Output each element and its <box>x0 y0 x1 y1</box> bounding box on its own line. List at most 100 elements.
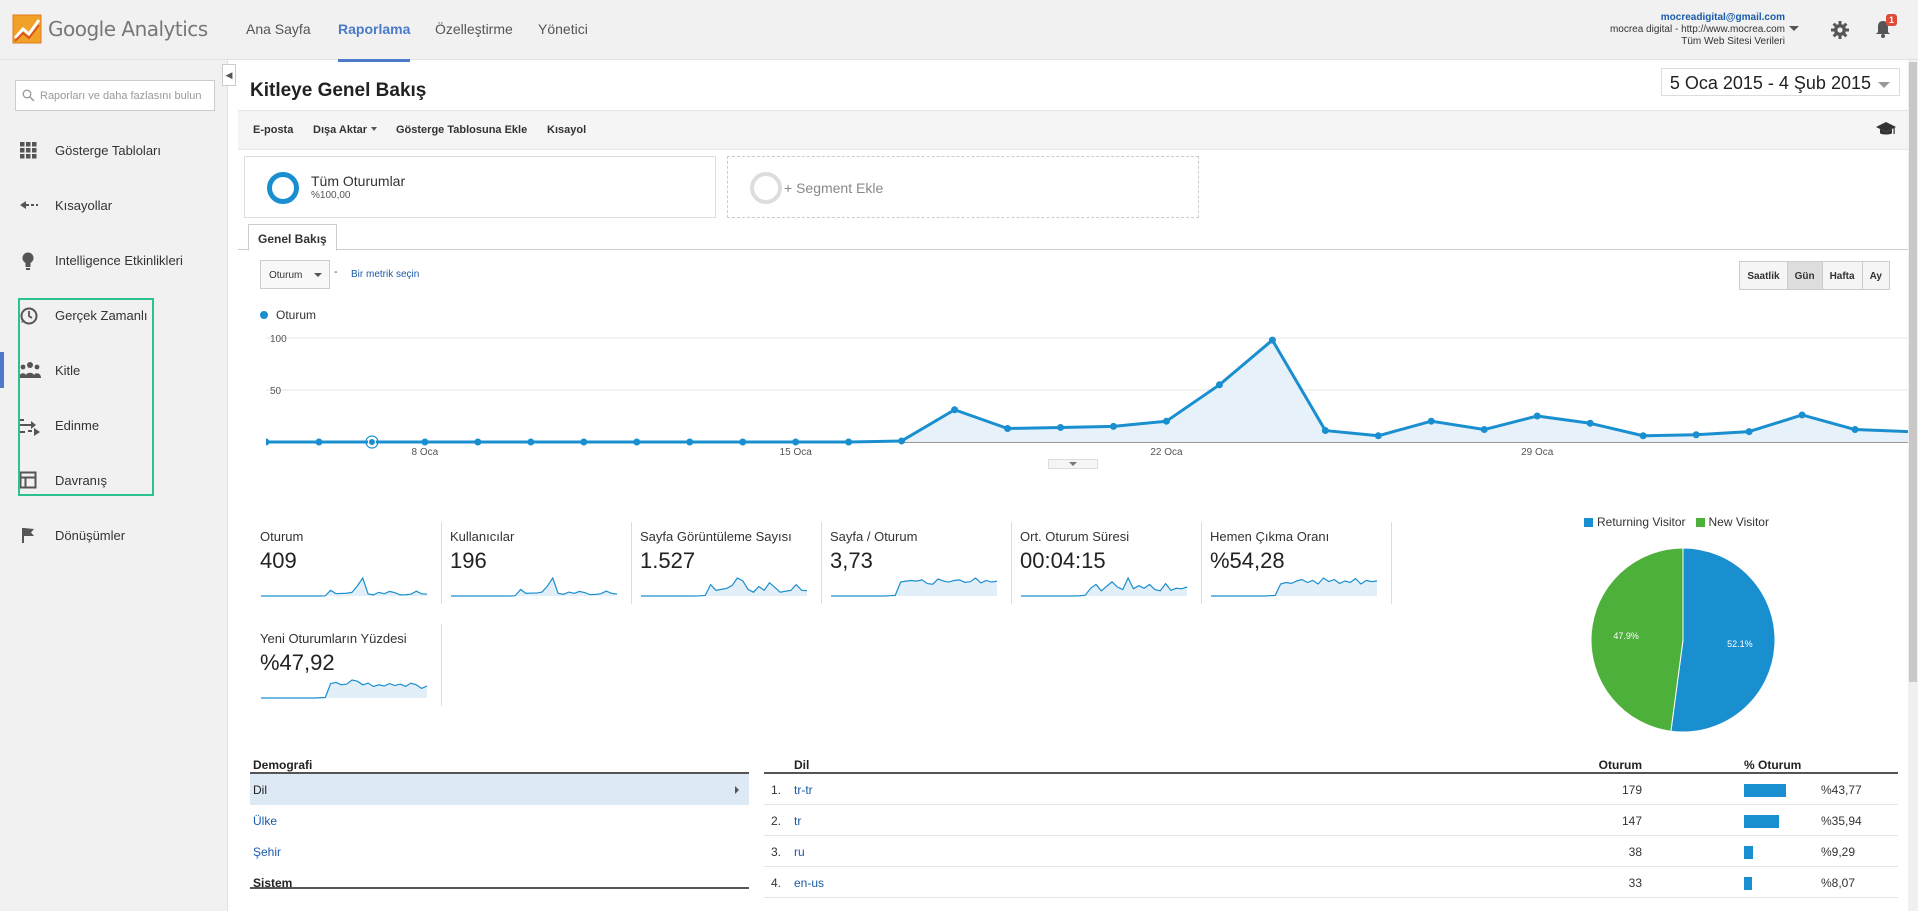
expand-chart-chevron-button[interactable] <box>1048 459 1098 469</box>
x-tick-label: 8 Oca <box>412 447 439 458</box>
pct-bar <box>1744 877 1752 890</box>
shortcut-button[interactable]: Kısayol <box>547 124 587 136</box>
graduation-cap-icon[interactable] <box>1876 121 1896 137</box>
data-point <box>1480 426 1488 434</box>
sparkline-line <box>261 679 428 699</box>
logo-text: Google Analytics <box>48 17 208 41</box>
kpi-5[interactable]: Hemen Çıkma Oranı %54,28 <box>1210 522 1392 604</box>
y-tick-label: 100 <box>270 334 287 345</box>
kpi-value: 409 <box>260 548 297 573</box>
tab-admin[interactable]: Yönetici <box>538 21 588 37</box>
sidebar-item-dashboards[interactable]: Gösterge Tabloları <box>0 130 228 170</box>
email-button[interactable]: E-posta <box>253 124 294 136</box>
y-tick-label: 50 <box>270 386 282 397</box>
kpi-4[interactable]: Ort. Oturum Süresi 00:04:15 <box>1020 522 1202 604</box>
sidebar-item-label: Intelligence Etkinlikleri <box>55 253 183 268</box>
kpi-2[interactable]: Sayfa Görüntüleme Sayısı 1.527 <box>640 522 822 604</box>
row-number: 3. <box>771 845 782 859</box>
sidebar-item-conversions[interactable]: Dönüşümler <box>0 515 228 555</box>
granularity-week-button[interactable]: Hafta <box>1821 261 1863 290</box>
sidebar-item-label: Dönüşümler <box>55 528 126 543</box>
grid-icon <box>19 141 39 159</box>
kpi-label: Kullanıcılar <box>450 529 515 544</box>
data-point <box>898 437 906 445</box>
granularity-month-button[interactable]: Ay <box>1861 261 1890 290</box>
data-point <box>1057 423 1065 431</box>
pie-slice-label: 47.9% <box>1613 631 1639 641</box>
visitor-type-pie-chart: 52.1% 47.9% <box>1590 547 1776 733</box>
segment-percent: %100,00 <box>311 190 351 201</box>
account-switcher[interactable]: mocreadigital@gmail.com mocrea digital -… <box>1610 12 1785 48</box>
data-point <box>1004 424 1012 432</box>
date-range-picker[interactable]: 5 Oca 2015 - 4 Şub 2015 <box>1660 68 1900 96</box>
add-to-dashboard-button[interactable]: Gösterge Tablosuna Ekle <box>396 124 528 136</box>
search-icon <box>22 89 35 102</box>
kpi-sparkline <box>831 577 998 597</box>
sidebar-item-shortcuts[interactable]: Kısayollar <box>0 185 228 225</box>
demographics-header: Demografi <box>250 752 749 774</box>
kpi-value: %47,92 <box>260 650 335 675</box>
sessions-line-chart: 100 50 8 Oca 15 Oca 22 Oca 29 Oca <box>266 334 1908 458</box>
data-point <box>1321 427 1329 435</box>
data-point <box>1215 381 1223 389</box>
kpi-sparkline <box>1211 577 1378 597</box>
x-tick-label: 15 Oca <box>780 447 813 458</box>
row-sessions: 33 <box>1628 876 1642 890</box>
tab-home[interactable]: Ana Sayfa <box>246 21 311 37</box>
metric-select[interactable]: Oturum <box>260 260 330 289</box>
sparkline-area <box>641 578 807 596</box>
add-segment-button[interactable]: + Segment Ekle <box>727 156 1199 218</box>
google-analytics-logo[interactable]: Google Analytics <box>12 14 208 44</box>
language-link[interactable]: tr-tr <box>794 783 813 797</box>
data-point <box>474 438 482 446</box>
acquisition-arrows-icon <box>19 416 40 436</box>
pie-slice-1 <box>1590 547 1684 732</box>
demographics-link[interactable]: Ülke <box>253 814 278 828</box>
pct-bar <box>1744 846 1753 859</box>
sidebar-item-realtime[interactable]: Gerçek Zamanlı <box>0 295 228 335</box>
account-view: Tüm Web Sitesi Verileri <box>1681 36 1785 47</box>
row-sessions: 147 <box>1621 814 1642 828</box>
sparkline-line <box>261 576 428 597</box>
tab-reporting[interactable]: Raporlama <box>338 21 411 62</box>
data-point <box>580 438 588 446</box>
sidebar-item-behavior[interactable]: Davranış <box>0 460 228 500</box>
col-header-language: Dil <box>794 758 810 772</box>
legend-new-visitor: New Visitor <box>1708 515 1769 529</box>
kpi-value: 196 <box>450 548 487 573</box>
account-caret-icon[interactable] <box>1789 26 1799 31</box>
sparkline-line <box>451 576 618 597</box>
demographics-link[interactable]: Şehir <box>253 845 282 859</box>
pie-slice-0 <box>1670 547 1776 733</box>
language-link[interactable]: tr <box>794 814 802 828</box>
demographics-item-city[interactable]: Şehir <box>250 836 749 867</box>
sidebar-item-label: Gösterge Tabloları <box>55 143 161 158</box>
kpi-1[interactable]: Kullanıcılar 196 <box>450 522 632 604</box>
sidebar-item-audience[interactable]: Kitle <box>0 350 228 390</box>
sidebar-item-intelligence-events[interactable]: Intelligence Etkinlikleri <box>0 240 228 280</box>
language-link[interactable]: en-us <box>794 876 825 890</box>
granularity-day-button[interactable]: Gün <box>1786 261 1823 290</box>
kpi-0[interactable]: Oturum 409 <box>260 522 442 604</box>
col-header-pct-sessions: % Oturum <box>1744 758 1802 772</box>
granularity-hourly-button[interactable]: Saatlik <box>1739 261 1788 290</box>
collapse-sidebar-button[interactable]: ◀ <box>222 64 236 86</box>
export-dropdown[interactable]: Dışa Aktar <box>313 124 377 136</box>
sidebar-item-acquisition[interactable]: Edinme <box>0 405 228 445</box>
demographics-item-country[interactable]: Ülke <box>250 805 749 836</box>
scrollbar-thumb[interactable] <box>1909 62 1917 682</box>
empty-segment-ring-icon <box>750 172 782 204</box>
demographics-link[interactable]: Dil <box>253 783 267 797</box>
tab-overview[interactable]: Genel Bakış <box>248 224 337 251</box>
sidebar-search-input[interactable]: Raporları ve daha fazlasını bulun <box>15 80 215 111</box>
gear-icon[interactable] <box>1830 20 1850 40</box>
sidebar: Raporları ve daha fazlasını bulun Göster… <box>0 60 228 911</box>
pick-metric-link[interactable]: Bir metrik seçin <box>351 269 420 280</box>
kpi-value: %54,28 <box>1210 548 1285 573</box>
kpi-6[interactable]: Yeni Oturumların Yüzdesi %47,92 <box>260 624 442 706</box>
tab-customization[interactable]: Özelleştirme <box>435 21 513 37</box>
kpi-3[interactable]: Sayfa / Oturum 3,73 <box>830 522 1012 604</box>
demographics-item-language[interactable]: Dil <box>250 774 749 805</box>
language-link[interactable]: ru <box>794 845 805 859</box>
segment-all-sessions[interactable]: Tüm Oturumlar %100,00 <box>244 156 716 218</box>
